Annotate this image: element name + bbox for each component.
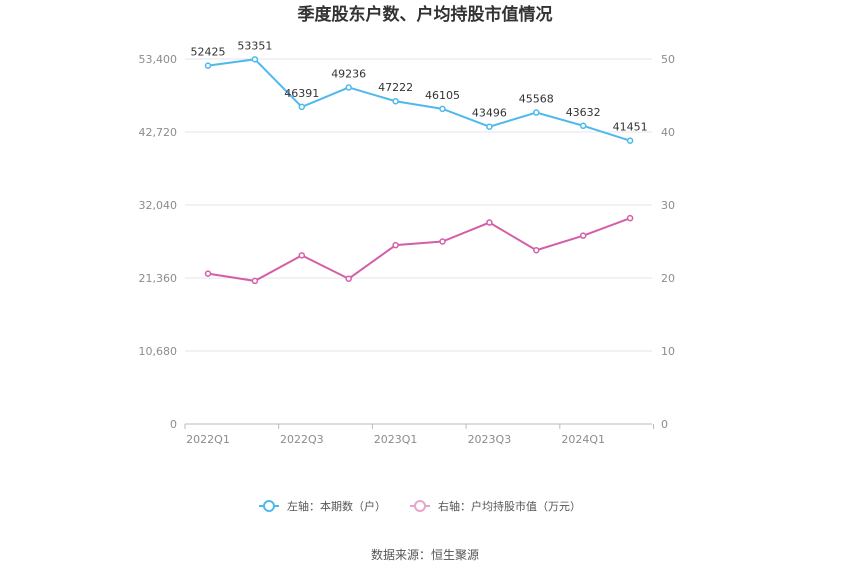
data-label: 43632 [566, 106, 601, 119]
right-tick-label: 40 [661, 126, 675, 139]
right-axis-ticks: 0 10 20 30 40 50 [661, 53, 675, 431]
data-label: 46105 [425, 89, 460, 102]
legend-marker [414, 500, 426, 512]
legend-item-series-0[interactable]: 左轴：本期数（户） [259, 499, 386, 513]
data-point [392, 97, 399, 105]
data-point [579, 122, 587, 130]
data-source: 数据来源：恒生聚源 [371, 547, 479, 562]
legend-marker [263, 500, 275, 512]
data-label: 49236 [331, 67, 366, 80]
data-label: 53351 [237, 39, 272, 52]
data-point [439, 238, 446, 245]
x-tick-label: 2023Q1 [374, 433, 418, 446]
x-axis-ticks: 2022Q1 2022Q3 2023Q1 2023Q3 2024Q1 [184, 424, 654, 446]
data-point [626, 137, 634, 144]
data-point [298, 252, 306, 259]
gridlines [185, 58, 652, 425]
data-point [486, 123, 493, 130]
left-axis-ticks: 0 10,680 21,360 32,040 42,720 53,400 [139, 53, 178, 431]
data-point [533, 109, 540, 116]
x-tick-label: 2022Q3 [280, 433, 324, 446]
chart-title: 季度股东户数、户均持股市值情况 [298, 4, 553, 25]
data-point [204, 270, 212, 277]
data-label: 52425 [191, 46, 226, 59]
x-tick-label: 2022Q1 [186, 433, 230, 446]
series-line-1 [207, 217, 631, 282]
right-tick-label: 10 [661, 345, 675, 358]
data-point [392, 241, 399, 249]
data-point [298, 103, 306, 111]
data-label: 45568 [519, 93, 554, 106]
data-point [345, 275, 352, 282]
right-tick-label: 0 [661, 418, 668, 431]
data-point [439, 105, 446, 113]
data-point [626, 214, 634, 222]
data-point [251, 56, 259, 63]
data-point [251, 277, 259, 285]
legend: 左轴：本期数（户） 右轴：户均持股市值（万元） [259, 499, 581, 513]
legend-item-series-1[interactable]: 右轴：户均持股市值（万元） [410, 499, 581, 513]
left-tick-label: 32,040 [139, 199, 178, 212]
right-tick-label: 20 [661, 272, 675, 285]
legend-label: 右轴：户均持股市值（万元） [438, 499, 581, 513]
left-tick-label: 42,720 [139, 126, 178, 139]
data-point [345, 84, 352, 91]
data-point [486, 219, 493, 226]
data-label: 47222 [378, 81, 413, 94]
right-tick-label: 30 [661, 199, 675, 212]
data-point [579, 232, 587, 239]
left-tick-label: 21,360 [139, 272, 178, 285]
data-label: 41451 [613, 121, 648, 134]
x-tick-label: 2024Q1 [561, 433, 605, 446]
data-label: 43496 [472, 107, 507, 120]
data-label: 46391 [284, 87, 319, 100]
left-tick-label: 0 [170, 418, 177, 431]
data-point [533, 247, 540, 254]
data-point [204, 62, 212, 69]
legend-label: 左轴：本期数（户） [287, 499, 386, 513]
series-line-0 [207, 58, 631, 142]
x-tick-label: 2023Q3 [468, 433, 512, 446]
series-layer: 52425 53351 46391 49236 47222 46105 43496 45568… [191, 39, 648, 285]
right-tick-label: 50 [661, 53, 675, 66]
left-tick-label: 53,400 [139, 53, 178, 66]
left-tick-label: 10,680 [139, 345, 178, 358]
